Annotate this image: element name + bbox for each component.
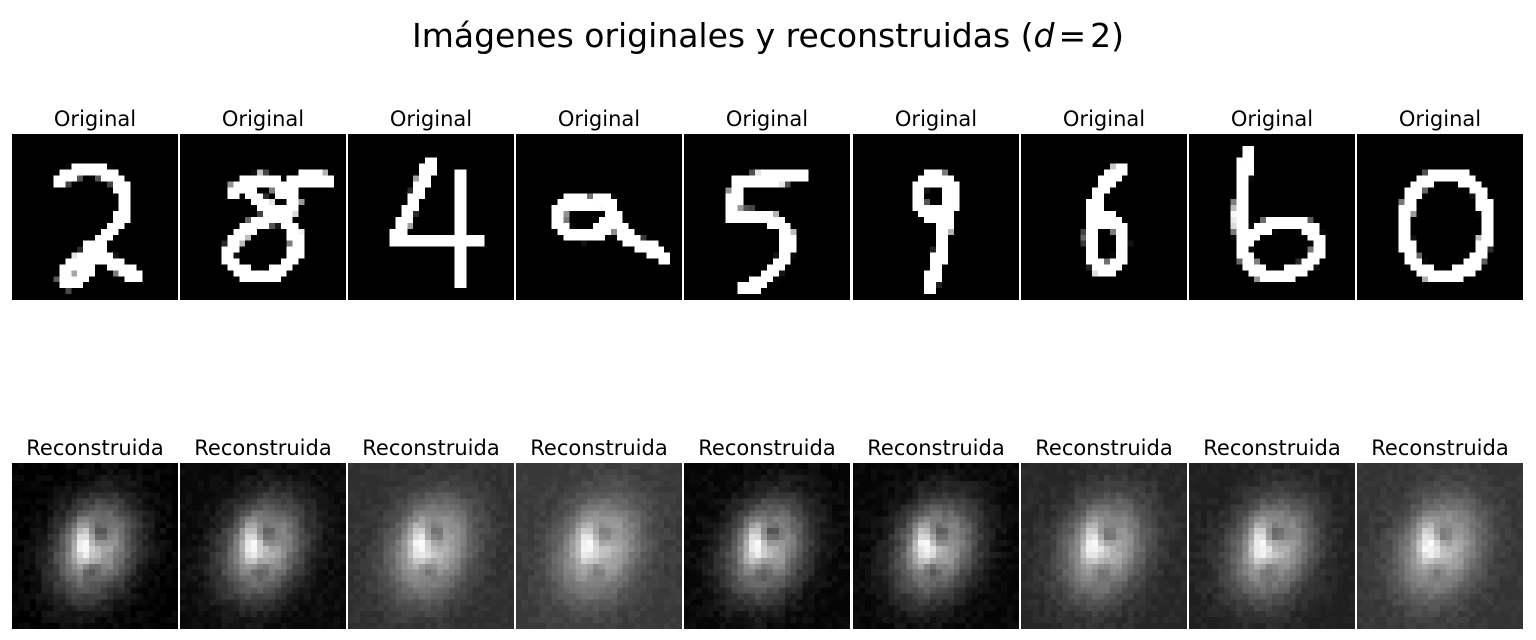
reconstructed-digit-image (1021, 463, 1187, 629)
panel-title: Original (1062, 107, 1146, 131)
panel-title: Original (557, 107, 641, 131)
panel-title: Original (725, 107, 809, 131)
reconstructed-digit-image (348, 463, 514, 629)
original-digit-image (1021, 134, 1187, 300)
panel-title: Reconstruida (194, 436, 332, 460)
reconstructed-digit-image (1357, 463, 1523, 629)
reconstructed-digit-image (180, 463, 346, 629)
panel-title: Reconstruida (1371, 436, 1509, 460)
panel-title: Original (221, 107, 305, 131)
panel-title: Original (389, 107, 473, 131)
original-digit-image (1357, 134, 1523, 300)
original-digit-image (180, 134, 346, 300)
panel-title: Reconstruida (362, 436, 500, 460)
panel-title: Reconstruida (698, 436, 836, 460)
panel-title: Original (53, 107, 137, 131)
panel-title: Original (1230, 107, 1314, 131)
title-var: d (1033, 16, 1055, 55)
original-digit-image (684, 134, 850, 300)
original-digit-image (12, 134, 178, 300)
panel-title: Reconstruida (530, 436, 668, 460)
reconstructed-digit-image (853, 463, 1019, 629)
reconstructed-digit-image (1189, 463, 1355, 629)
original-digit-image (516, 134, 682, 300)
panel-title: Reconstruida (1203, 436, 1341, 460)
original-row: Original Original Original Original Original… (0, 104, 1536, 304)
reconstructed-digit-image (684, 463, 850, 629)
title-num: 2 (1090, 16, 1112, 55)
reconstructed-digit-image (516, 463, 682, 629)
original-digit-image (1189, 134, 1355, 300)
title-op: = (1058, 16, 1087, 55)
original-digit-image (853, 134, 1019, 300)
title-close: ) (1111, 16, 1124, 55)
reconstructed-digit-image (12, 463, 178, 629)
panel-title: Original (894, 107, 978, 131)
panel-title: Original (1398, 107, 1482, 131)
title-text: Imágenes originales y reconstruidas ( (412, 16, 1034, 55)
reconstructed-row: Reconstruida Reconstruida Reconstruida Reco… (0, 433, 1536, 633)
panel-title: Reconstruida (26, 436, 164, 460)
panel-title: Reconstruida (1035, 436, 1173, 460)
panel-title: Reconstruida (867, 436, 1005, 460)
figure-title: Imágenes originales y reconstruidas (d = 2… (0, 14, 1536, 58)
original-digit-image (348, 134, 514, 300)
